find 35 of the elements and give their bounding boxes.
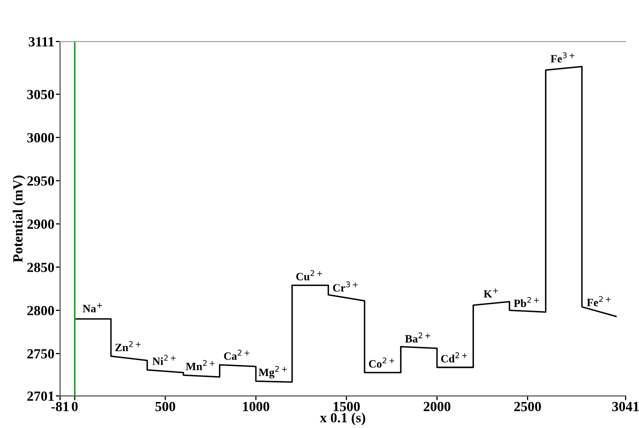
x-tick-label: 2000: [424, 402, 450, 412]
y-tick-label: 2800: [27, 306, 54, 316]
annotation: Pb$^{2+}$: [514, 296, 539, 308]
y-tick-label: 3000: [27, 133, 54, 142]
annotation: Fe$^{3+}$: [550, 52, 574, 63]
y-tick-label: 3111: [28, 37, 54, 46]
y-tick-label: 2750: [27, 349, 54, 358]
annotation: Na$^{+}$: [82, 303, 102, 312]
y-tick-label: 2950: [27, 176, 54, 186]
annotation: Cu$^{2+}$: [296, 270, 322, 280]
annotation: Fe$^{2+}$: [586, 296, 611, 306]
annotation: Ni$^{2+}$: [152, 354, 176, 365]
y-tick-label: 3050: [27, 90, 54, 100]
y-tick-label: 2850: [27, 262, 54, 272]
y-tick-label: 2701: [27, 391, 54, 401]
annotation: Mg$^{2+}$: [258, 366, 287, 378]
annotation: Ba$^{2+}$: [405, 332, 430, 343]
x-axis-title: x 0.1 (s): [320, 412, 366, 426]
annotation: Ca$^{2+}$: [224, 350, 250, 360]
x-tick-label: 2500: [514, 402, 541, 412]
y-tick-label: 2900: [27, 219, 54, 229]
annotation: Mn$^{2+}$: [186, 360, 215, 370]
annotation: Zn$^{2+}$: [115, 341, 141, 352]
annotation: K$^{+}$: [484, 288, 498, 298]
x-tick-label: 1000: [243, 402, 270, 412]
annotation: Cr$^{3+}$: [333, 281, 358, 292]
x-tick-label: 1500: [334, 402, 360, 412]
annotation: Cd$^{2+}$: [441, 352, 468, 362]
x-tick-label: -81: [51, 402, 69, 412]
x-tick-label: 3041: [612, 402, 639, 412]
annotation: Co$^{2+}$: [368, 357, 394, 368]
line-series: [74, 66, 617, 383]
x-tick-label: 500: [155, 402, 176, 412]
y-axis-title: Potential (mV): [12, 176, 26, 262]
x-tick-label: 0: [72, 402, 78, 412]
